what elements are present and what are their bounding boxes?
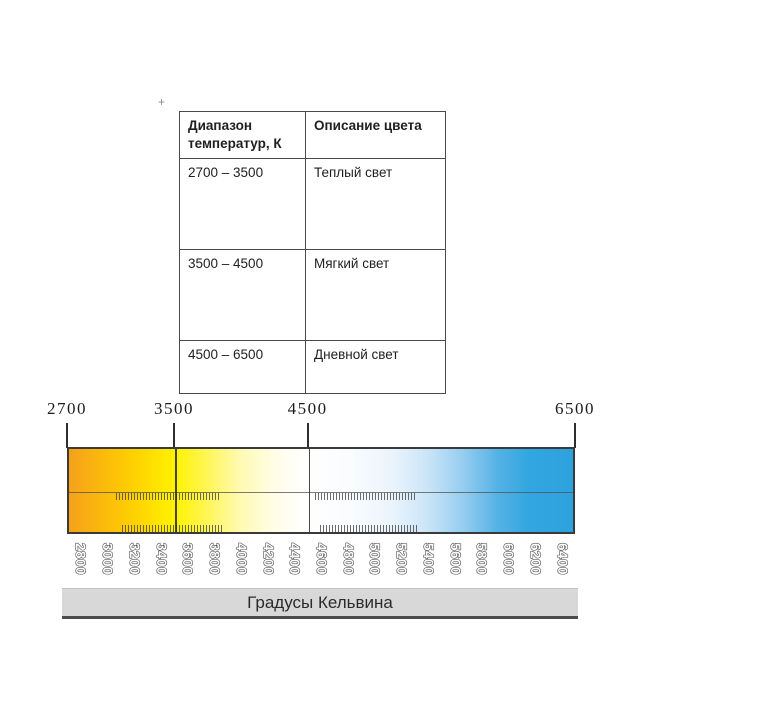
table-header-row: Диапазон температур, К Описание цвета [179,110,446,160]
tick-label-6200: 6200 [527,542,543,576]
hatch-marks [116,493,220,500]
table-cell-description: Теплый свет [305,158,446,251]
bar-midline [69,492,573,493]
table-header-description: Описание цвета [305,110,446,160]
table-anchor-icon: + [158,95,166,109]
tick-label-4600: 4600 [313,542,329,576]
tick-label-5000: 5000 [367,542,383,576]
tick-label-3200: 3200 [126,542,142,576]
tick-label-3800: 3800 [206,542,223,576]
table-cell-range: 4500 – 6500 [179,340,306,395]
gradient-bar [67,447,575,534]
tick-label-4400: 4400 [287,542,303,576]
tick-label-5800: 5800 [474,542,490,576]
table-cell-description: Мягкий свет [305,249,446,342]
table-cell-range: 3500 – 4500 [179,249,306,342]
tick-label-5200: 5200 [394,542,410,576]
tick-label-2800: 2800 [73,542,89,576]
table-header-range: Диапазон температур, К [179,110,306,160]
scale-label-2700: 2700 [47,399,87,418]
bar-gridline-4500 [308,449,311,532]
hatch-marks [320,525,419,532]
scale-label-3500: 3500 [153,399,194,418]
tick-label-5600: 5600 [447,542,463,576]
scale-connector-line [172,423,175,448]
scale-connector-line [306,423,309,448]
scale-label-6500: 6500 [555,399,595,418]
table-row: 2700 – 3500 Теплый свет [179,158,446,251]
axis-title: Градусы Кельвина [247,592,393,612]
bar-gridline-3500 [175,449,177,532]
hatch-marks [315,493,417,500]
table-cell-description: Дневной свет [305,340,446,395]
tick-label-5400: 5400 [420,542,436,576]
table-cell-range: 2700 – 3500 [179,158,306,251]
tick-label-3000: 3000 [99,542,116,576]
tick-label-3600: 3600 [180,542,196,576]
tick-label-4800: 4800 [340,542,356,576]
axis-title-bar: Градусы Кельвина [62,588,578,619]
tick-label-6400: 6400 [554,542,570,576]
table-row: 3500 – 4500 Мягкий свет [179,249,446,342]
hatch-marks [122,525,224,532]
scale-connector-line [574,423,576,448]
table-row: 4500 – 6500 Дневной свет [179,340,446,395]
tick-label-4200: 4200 [260,542,276,576]
scale-label-4500: 4500 [287,399,328,418]
color-temperature-table: Диапазон температур, К Описание цвета 27… [179,110,446,395]
tick-label-4000: 4000 [233,542,249,576]
scale-connector-line [66,423,68,448]
tick-label-6000: 6000 [501,542,517,576]
tick-label-3400: 3400 [153,542,169,576]
